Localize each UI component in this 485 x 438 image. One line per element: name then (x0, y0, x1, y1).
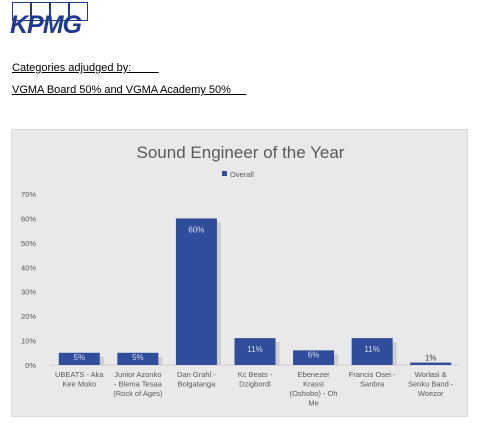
logo-box (69, 2, 88, 21)
logo-box (31, 2, 50, 21)
bar (234, 338, 276, 365)
y-tick-label: 20% (21, 312, 36, 321)
x-tick-label: Dan Grahl - (177, 370, 216, 379)
y-tick-label: 70% (21, 190, 36, 199)
data-label: 5% (74, 353, 86, 362)
x-tick-label: Bolgatanga (177, 380, 216, 389)
x-tick-label: Woezor (418, 389, 444, 398)
chart-area: Sound Engineer of the Year Overall 0% 10% 20… (11, 129, 468, 417)
x-tick-label: UBEATS - Aka (55, 370, 104, 379)
y-tick-label: 10% (21, 337, 36, 346)
bar (117, 352, 159, 365)
x-tick-label: Worlasi & (415, 370, 447, 379)
data-label: 6% (308, 350, 320, 359)
kpmg-logo: KPMG (10, 2, 90, 42)
data-label: 1% (425, 354, 437, 363)
y-tick-label: 60% (21, 214, 36, 223)
data-label: 11% (247, 345, 262, 354)
bar (293, 350, 335, 365)
x-tick-label: Junior Azonko (114, 370, 161, 379)
logo-box (12, 2, 31, 21)
x-tick-label: Ebenezer (298, 370, 331, 379)
categories-value-line: VGMA Board 50% and VGMA Academy 50% (12, 84, 246, 96)
legend-swatch (222, 171, 227, 176)
x-tick-label: Dzigbordi (239, 380, 271, 389)
x-tick-label: Francis Osei - (349, 370, 396, 379)
chart-title: Sound Engineer of the Year (137, 143, 345, 162)
x-tick-label: - Blema Tesaa (114, 380, 163, 389)
data-label: 11% (364, 345, 379, 354)
bar (410, 362, 452, 365)
data-label: 60% (188, 225, 204, 234)
bar (58, 352, 100, 365)
logo-box (50, 2, 69, 21)
legend-label: Overall (230, 170, 254, 179)
x-tick-label: Me (308, 399, 318, 408)
bar-chart: Sound Engineer of the Year Overall 0% 10% 20… (21, 143, 460, 408)
categories-value: VGMA Board 50% and VGMA Academy 50% (12, 84, 231, 96)
x-tick-label: Sanbra (360, 380, 385, 389)
y-tick-label: 40% (21, 263, 36, 272)
x-tick-label: (Oshobo) - Oh (290, 389, 338, 398)
x-tick-label: Krassi (303, 380, 324, 389)
bar (175, 218, 217, 365)
categories-label-line: Categories adjudged by: (12, 62, 159, 74)
y-tick-label: 0% (25, 361, 36, 370)
logo-text: KPMG (10, 11, 82, 39)
categories-label: Categories adjudged by: (12, 62, 132, 74)
y-tick-label: 50% (21, 239, 36, 248)
bar (351, 338, 393, 365)
x-tick-label: Kee Moko (62, 380, 96, 389)
data-label: 5% (132, 353, 144, 362)
y-tick-label: 30% (21, 288, 36, 297)
x-tick-label: (Rock of Ages) (113, 389, 163, 398)
x-tick-label: Senku Band - (408, 380, 454, 389)
x-tick-label: Kc Beats - (238, 370, 273, 379)
